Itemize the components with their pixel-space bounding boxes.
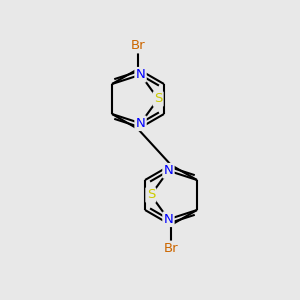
Text: Br: Br <box>164 242 178 255</box>
Text: N: N <box>164 213 173 226</box>
Text: Br: Br <box>131 39 145 52</box>
Text: N: N <box>136 117 146 130</box>
Text: S: S <box>147 188 155 202</box>
Text: N: N <box>164 164 173 177</box>
Text: N: N <box>136 68 146 81</box>
Text: S: S <box>154 92 162 106</box>
